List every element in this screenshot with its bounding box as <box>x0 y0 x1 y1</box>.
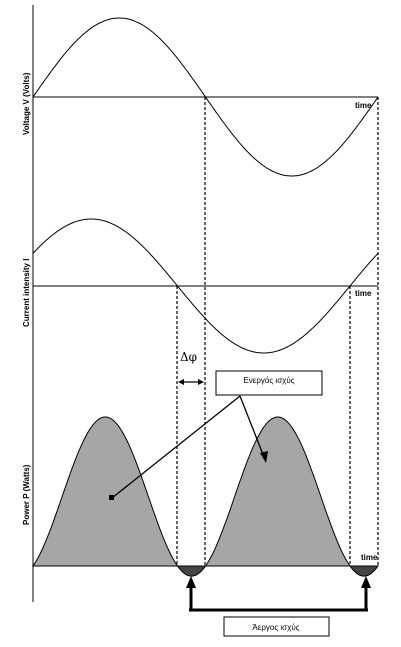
arrowhead-left-icon <box>178 379 184 385</box>
active-power-label: Ενεργός ισχύς <box>243 376 294 385</box>
current-time-label: time <box>355 289 372 298</box>
reactive-power-box <box>223 616 330 637</box>
power-negative-lobe <box>349 565 379 577</box>
pointer-square-icon <box>109 495 114 500</box>
power-negative-lobe <box>176 563 206 577</box>
active-power-pointer <box>239 395 265 458</box>
arrowhead-icon <box>260 451 268 463</box>
power-positive-lobe <box>32 416 178 567</box>
arrowhead-up-icon <box>361 576 371 588</box>
current-axis-label: Current intensity I <box>22 259 31 327</box>
voltage-axis-label: Voltage V (Volts) <box>22 72 31 135</box>
active-power-pointer <box>111 395 241 499</box>
power-time-label: time <box>361 553 378 562</box>
voltage-time-label: time <box>355 101 372 110</box>
active-power-box <box>215 370 323 396</box>
arrowhead-up-icon <box>186 576 196 588</box>
power-positive-lobe <box>204 416 351 569</box>
dashed-guides <box>176 97 379 566</box>
arrowhead-right-icon <box>198 379 204 385</box>
power-axis-label: Power P (Watts) <box>22 464 31 525</box>
reactive-power-label: Άεργος ισχύς <box>252 623 299 632</box>
phase-shift-label: Δφ <box>180 350 197 364</box>
